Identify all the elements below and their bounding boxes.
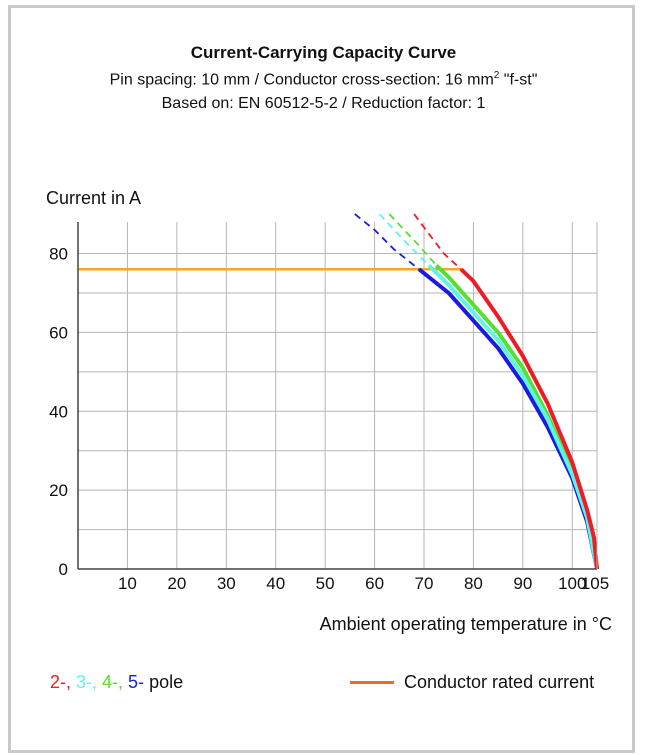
series-line-2pole <box>459 267 599 570</box>
legend-rated: Conductor rated current <box>350 670 594 694</box>
chart-subtitle: Pin spacing: 10 mm / Conductor cross-sec… <box>0 64 647 92</box>
legend-pole-entry: 3-, <box>71 672 98 692</box>
legend-rated-label: Conductor rated current <box>404 672 595 692</box>
x-axis-label: Ambient operating temperature in °C <box>320 614 612 634</box>
legend-pole-entry: 4-, <box>97 672 124 692</box>
x-tick-label: 70 <box>415 574 434 593</box>
plot-area <box>78 222 597 569</box>
chart-title: Current-Carrying Capacity Curve <box>190 43 457 62</box>
x-tick-label: 90 <box>513 574 532 593</box>
legend-pole-entry: 2-, <box>50 672 72 692</box>
chart-subtitle-basis: Based on: EN 60512-5-2 / Reduction facto… <box>161 95 486 113</box>
x-tick-label: 50 <box>316 574 335 593</box>
x-tick-label: 30 <box>217 574 236 593</box>
series-line-3pole <box>427 263 599 570</box>
x-tick-label: 105 <box>581 574 609 593</box>
chart-header: Current-Carrying Capacity Curve Pin spac… <box>0 42 647 116</box>
x-tick-label: 40 <box>266 574 285 593</box>
subtitle-main: Pin spacing: 10 mm / Conductor cross-sec… <box>109 71 494 89</box>
y-tick-label: 60 <box>49 323 68 342</box>
chart-series <box>78 213 599 570</box>
y-tick-label: 0 <box>59 560 68 579</box>
series-dashed-5pole <box>354 213 420 271</box>
legend-rated-swatch <box>350 680 394 684</box>
legend-pole-entry: 5- <box>123 672 145 692</box>
legend-pole-entry: pole <box>144 672 184 692</box>
y-tick-label: 40 <box>49 402 68 421</box>
x-tick-label: 10 <box>118 574 137 593</box>
y-tick-label: 20 <box>49 481 68 500</box>
x-tick-label: 60 <box>365 574 384 593</box>
x-tick-label: 80 <box>464 574 483 593</box>
x-tick-label: 100 <box>558 574 586 593</box>
series-dashed-2pole <box>413 213 462 270</box>
subtitle-tail: "f-st" <box>499 71 538 89</box>
chart-grid <box>78 222 597 569</box>
x-tick-label: 20 <box>167 574 186 593</box>
legend-poles: 2-, 3-, 4-, 5- pole <box>50 670 183 694</box>
subtitle-superscript: 2 <box>493 70 500 81</box>
y-tick-label: 80 <box>49 245 68 264</box>
y-axis-label: Current in A <box>46 188 141 208</box>
